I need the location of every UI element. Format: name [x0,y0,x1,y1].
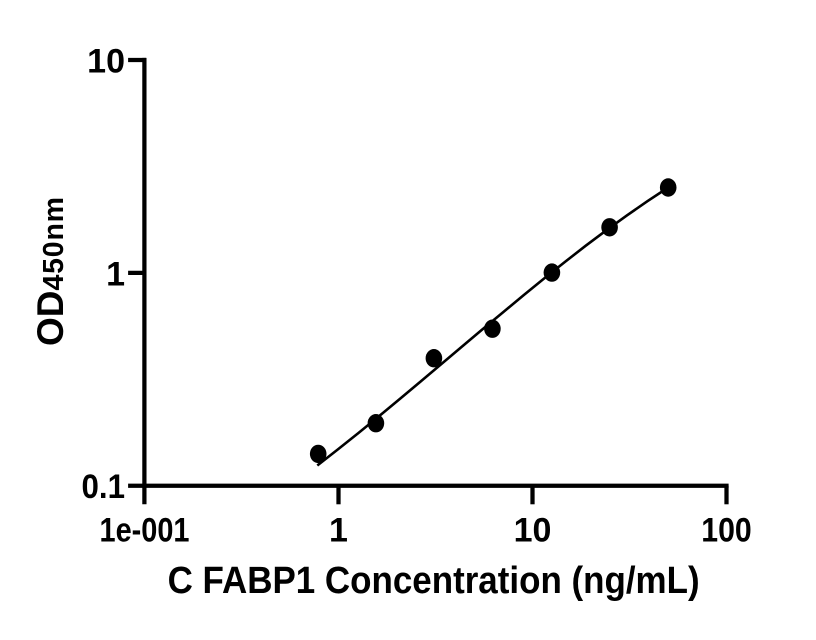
svg-text:100: 100 [701,511,751,549]
svg-text:10: 10 [514,512,552,550]
svg-text:1: 1 [106,255,125,293]
svg-text:10: 10 [87,42,125,80]
svg-text:C FABP1 Concentration (ng/mL): C FABP1 Concentration (ng/mL) [168,559,700,602]
svg-text:0.1: 0.1 [82,467,125,506]
svg-text:1e-001: 1e-001 [100,510,190,549]
svg-text:1: 1 [329,512,348,550]
svg-text:OD450nm: OD450nm [30,196,71,346]
